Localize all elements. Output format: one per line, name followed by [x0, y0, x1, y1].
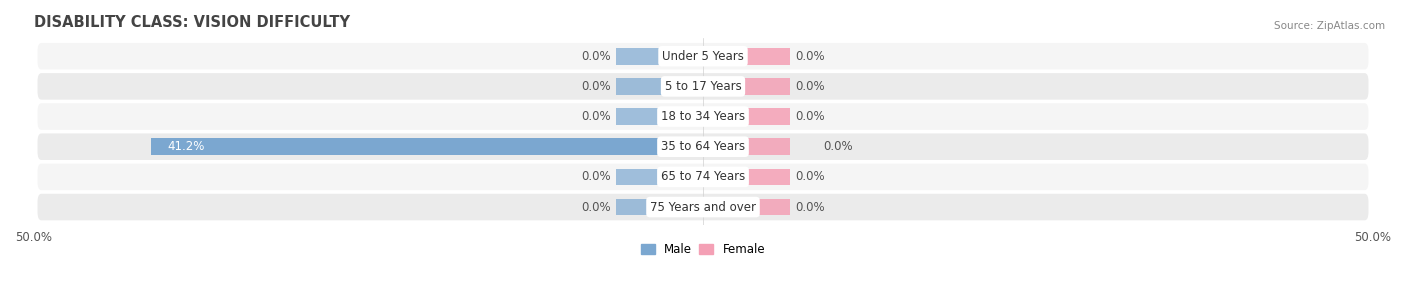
Legend: Male, Female: Male, Female: [636, 238, 770, 261]
Text: 0.0%: 0.0%: [581, 80, 610, 93]
Bar: [703, 169, 790, 185]
FancyBboxPatch shape: [38, 43, 1368, 70]
FancyBboxPatch shape: [38, 133, 1368, 160]
Text: 0.0%: 0.0%: [581, 171, 610, 183]
Bar: [616, 169, 703, 185]
FancyBboxPatch shape: [38, 194, 1368, 220]
Bar: [152, 138, 703, 155]
Text: 0.0%: 0.0%: [796, 201, 825, 214]
Text: 65 to 74 Years: 65 to 74 Years: [661, 171, 745, 183]
Bar: [616, 78, 703, 95]
Bar: [703, 108, 790, 125]
Text: Under 5 Years: Under 5 Years: [662, 50, 744, 63]
Bar: [616, 48, 703, 64]
Text: 0.0%: 0.0%: [796, 171, 825, 183]
Text: 0.0%: 0.0%: [796, 110, 825, 123]
Text: 0.0%: 0.0%: [581, 110, 610, 123]
Text: 41.2%: 41.2%: [167, 140, 205, 153]
Bar: [703, 199, 790, 215]
Text: 0.0%: 0.0%: [581, 201, 610, 214]
Bar: [616, 199, 703, 215]
Bar: [703, 78, 790, 95]
Bar: [616, 108, 703, 125]
Text: 0.0%: 0.0%: [581, 50, 610, 63]
Text: 5 to 17 Years: 5 to 17 Years: [665, 80, 741, 93]
Text: 18 to 34 Years: 18 to 34 Years: [661, 110, 745, 123]
Text: Source: ZipAtlas.com: Source: ZipAtlas.com: [1274, 21, 1385, 31]
FancyBboxPatch shape: [38, 73, 1368, 100]
FancyBboxPatch shape: [38, 103, 1368, 130]
Bar: [703, 48, 790, 64]
Text: 75 Years and over: 75 Years and over: [650, 201, 756, 214]
Text: DISABILITY CLASS: VISION DIFFICULTY: DISABILITY CLASS: VISION DIFFICULTY: [34, 15, 350, 30]
Bar: [703, 138, 790, 155]
FancyBboxPatch shape: [38, 164, 1368, 190]
Text: 0.0%: 0.0%: [824, 140, 853, 153]
Text: 0.0%: 0.0%: [796, 50, 825, 63]
Text: 35 to 64 Years: 35 to 64 Years: [661, 140, 745, 153]
Text: 0.0%: 0.0%: [796, 80, 825, 93]
